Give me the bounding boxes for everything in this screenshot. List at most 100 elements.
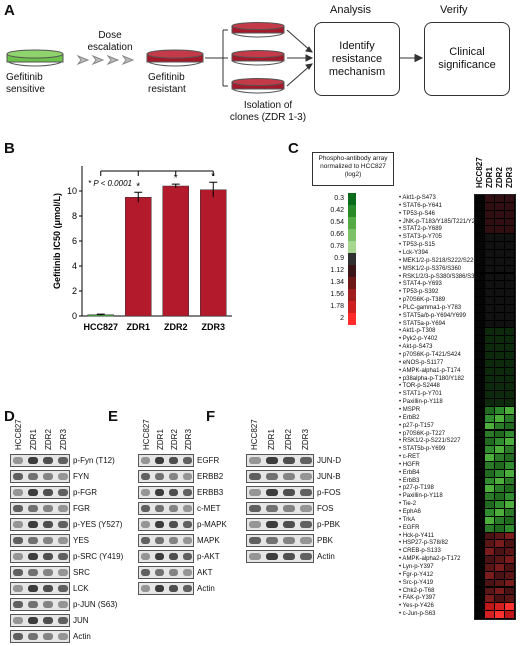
heatmap-cell — [505, 477, 514, 485]
heatmap-cell — [485, 312, 494, 320]
heatmap-cell — [485, 493, 494, 501]
blot-band — [58, 489, 68, 496]
blot-band-label: YES — [73, 536, 90, 545]
blot-band — [141, 457, 150, 464]
blot-band — [249, 505, 261, 512]
blot-band-row — [138, 502, 194, 515]
legend-swatch — [348, 205, 356, 217]
heatmap-cell — [485, 509, 494, 516]
heatmap-cell — [475, 281, 484, 289]
blot-band — [249, 489, 261, 496]
heatmap-cell — [505, 304, 514, 312]
heatmap-row-label: • ErbB3 — [399, 477, 420, 484]
heatmap-cell — [485, 399, 494, 406]
blot-band — [13, 521, 23, 528]
blot-band-label: Actin — [73, 632, 91, 641]
blot-band — [183, 553, 192, 560]
blot-band-label: MAPK — [197, 536, 220, 545]
heatmap-cell — [505, 226, 514, 234]
legend-value: 1.56 — [330, 291, 344, 298]
y-tick-label: 10 — [67, 186, 77, 196]
blot-band — [169, 473, 178, 480]
blot-band — [43, 633, 53, 640]
heatmap-cell — [475, 532, 484, 540]
heatmap-row-label: • p27-p-T198 — [399, 485, 434, 492]
heatmap-row-label: • Akt1-p-S473 — [399, 195, 436, 201]
legend-swatch — [348, 289, 356, 301]
blot-band — [43, 473, 53, 480]
sensitive-label: Gefitinib sensitive — [6, 72, 45, 95]
heatmap-row-label: • STAT6-p-Y641 — [399, 202, 442, 209]
heatmap-cell — [485, 438, 494, 446]
blot-band — [13, 633, 23, 640]
heatmap-cell — [475, 391, 484, 399]
heatmap-cell — [495, 579, 504, 587]
heatmap-cell — [485, 532, 494, 540]
heatmap-cell — [475, 540, 484, 548]
blot-band-label: p-YES (Y527) — [73, 520, 123, 529]
blot-band-label: JUN-D — [317, 456, 341, 465]
blot-band — [28, 585, 38, 592]
heatmap-cell — [485, 242, 494, 249]
blot-band-label: SRC — [73, 568, 90, 577]
heatmap-cell — [475, 611, 484, 618]
heatmap-cell — [505, 556, 514, 563]
panel-a-graphic — [6, 22, 424, 94]
heatmap-row-label: • Lck-Y394 — [399, 249, 429, 256]
heatmap-cell — [475, 352, 484, 359]
lane-label: ZDR1 — [156, 429, 165, 450]
heatmap-cell — [475, 406, 484, 414]
x-tick-label: ZDR3 — [201, 322, 225, 332]
heatmap-cell — [495, 571, 504, 579]
heatmap-cell — [495, 595, 504, 603]
heatmap-cell — [475, 383, 484, 391]
heatmap-cell — [505, 359, 514, 367]
heatmap-row-label: • AMPK-alpha2-p-T172 — [399, 556, 461, 563]
heatmap-cell — [505, 352, 514, 359]
heatmap-cell — [505, 454, 514, 461]
heatmap-row-label: • HGFR — [399, 461, 420, 468]
heatmap-cell — [505, 611, 514, 618]
blot-band-row — [138, 582, 194, 595]
heatmap-cell — [475, 344, 484, 351]
heatmap-cell — [505, 336, 514, 344]
heatmap-row-label: • PLC-gamma1-p-Y783 — [399, 304, 462, 311]
blot-band — [13, 585, 23, 592]
heatmap-row-label: • c-RET — [399, 454, 420, 461]
lane-label: ZDR2 — [170, 429, 179, 450]
heatmap-cell — [485, 563, 494, 571]
blot-band — [155, 505, 164, 512]
heatmap-cell — [485, 603, 494, 611]
heatmap-cell — [505, 202, 514, 210]
y-tick-label: 2 — [72, 286, 77, 296]
panel-e-letter: E — [108, 408, 119, 425]
blot-band-row — [10, 550, 70, 563]
blot-band — [58, 505, 68, 512]
to-analysis-arrows-icon — [286, 29, 424, 87]
heatmap-cell — [475, 438, 484, 446]
heatmap-cell — [495, 501, 504, 508]
significance-star: * — [211, 171, 215, 182]
heatmap-cell — [505, 195, 514, 202]
heatmap-cell — [475, 399, 484, 406]
heatmap-cell — [505, 297, 514, 304]
blot-band-row — [138, 518, 194, 531]
heatmap-cell — [505, 563, 514, 571]
blot-band — [141, 473, 150, 480]
x-tick-label: HCC827 — [83, 322, 118, 332]
blot-band-row — [138, 566, 194, 579]
heatmap-cell — [475, 571, 484, 579]
heatmap-cell — [505, 273, 514, 281]
blot-band — [13, 569, 23, 576]
heatmap-cell — [475, 289, 484, 297]
heatmap-cell — [505, 289, 514, 297]
blot-band — [58, 601, 68, 608]
heatmap-row-label: • Hck-p-Y411 — [399, 532, 435, 539]
blot-band — [155, 473, 164, 480]
heatmap-cell — [495, 352, 504, 359]
legend-value: 0.42 — [330, 207, 344, 214]
heatmap-cell — [485, 587, 494, 595]
blot-band-label: LCK — [73, 584, 89, 593]
blot-band-row — [246, 502, 314, 515]
blot-band — [155, 569, 164, 576]
